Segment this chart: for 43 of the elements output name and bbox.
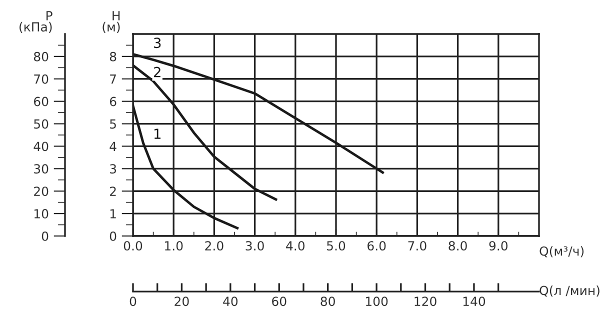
y-tick-label: 0 <box>110 231 116 241</box>
y2-tick-label: 20 <box>34 186 48 196</box>
y-tick-label: 7 <box>110 74 116 84</box>
y-tick-label: 4 <box>110 142 116 151</box>
x2-tick-label: 60 <box>272 296 286 306</box>
y2-tick-label: 60 <box>34 96 48 106</box>
x-tick-label: 3.0 <box>246 241 264 251</box>
x-tick-label: 2.0 <box>205 241 224 251</box>
x2-tick-label: 40 <box>223 296 238 306</box>
x-tick-label: 1.0 <box>165 241 183 251</box>
x-axis-title: Q(м³/ч) <box>540 246 584 258</box>
y2-tick-label: 40 <box>34 142 48 152</box>
x-tick-label: 4.0 <box>286 241 305 251</box>
y2-tick-label: 80 <box>34 52 48 62</box>
x-tick-label: 0.0 <box>124 241 142 251</box>
y2-tick-label: 10 <box>34 209 48 218</box>
x-tick-label: 7.0 <box>408 241 426 251</box>
x2-tick-label: 100 <box>366 296 388 306</box>
x2-tick-label: 120 <box>414 296 436 306</box>
x2-tick-label: 0 <box>130 296 136 306</box>
x-tick-label: 8.0 <box>448 241 467 251</box>
y2-axis-title: P (кПа) <box>20 11 52 34</box>
x2-tick-label: 140 <box>463 296 486 306</box>
x2-tick-label: 20 <box>174 296 189 306</box>
x-tick-label: 5.0 <box>327 241 346 251</box>
x-tick-label: 9.0 <box>489 241 508 251</box>
y-tick-label: 8 <box>110 52 116 62</box>
x2-axis-title: Q(л /мин) <box>540 286 600 297</box>
y-tick-label: 2 <box>110 186 116 196</box>
x-tick-label: 6.0 <box>368 241 386 251</box>
y-tick-label: 1 <box>110 209 116 218</box>
y-tick-label: 5 <box>110 119 116 129</box>
series-label: 2 <box>154 66 160 78</box>
y2-tick-label: 30 <box>34 164 48 174</box>
y-tick-label: 3 <box>110 164 116 174</box>
y2-tick-label: 0 <box>42 231 48 241</box>
y-tick-label: 6 <box>110 96 116 106</box>
series-label: 3 <box>154 38 161 48</box>
x2-tick-label: 80 <box>320 296 335 306</box>
series-label: 1 <box>154 128 160 139</box>
y2-tick-label: 70 <box>34 74 48 84</box>
y2-tick-label: 50 <box>34 119 48 129</box>
y-axis-title: H (м) <box>102 11 120 34</box>
